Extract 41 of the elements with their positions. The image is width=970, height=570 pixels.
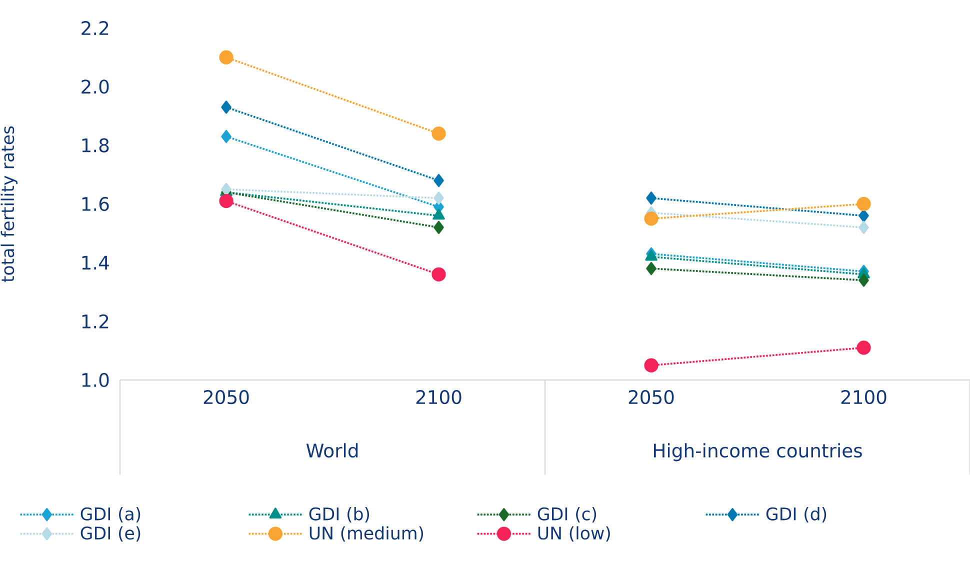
point (858, 209, 869, 222)
point (645, 250, 658, 261)
point (221, 130, 232, 144)
y-tick-label: 2.0 (82, 80, 109, 94)
point (646, 192, 656, 205)
text: High-income countries (654, 443, 862, 462)
x-tick-label: 2050 (204, 390, 249, 404)
point (858, 220, 869, 234)
point (221, 100, 232, 114)
point (434, 220, 444, 234)
point (856, 196, 871, 212)
text: World (306, 443, 358, 458)
point (432, 208, 445, 220)
point (434, 192, 444, 205)
point (644, 358, 658, 372)
y-axis-title: total fertility rates (0, 126, 18, 282)
legend-label: GDI (a) (80, 507, 140, 522)
point (646, 262, 656, 276)
point (858, 274, 869, 287)
legend-label: GDI (e) (80, 526, 140, 542)
point (434, 174, 444, 188)
point (856, 340, 871, 355)
point (219, 50, 234, 64)
legend-label: UN (medium) (310, 526, 424, 542)
legend-label: GDI (d) (766, 507, 826, 522)
y-tick-label: 1.8 (82, 138, 109, 152)
x-tick-label: 2100 (841, 390, 886, 404)
legend-label: GDI (c) (538, 507, 596, 522)
point (219, 194, 234, 208)
y-tick-label: 1.4 (82, 256, 109, 270)
point (644, 212, 658, 226)
point (432, 267, 446, 282)
y-tick-label: 2.2 (82, 21, 108, 35)
x-tick-label: 2050 (628, 390, 674, 404)
point (432, 126, 446, 141)
y-tick-label: 1.0 (82, 372, 109, 388)
y-tick-label: 1.2 (82, 314, 108, 328)
legend-label: GDI (b) (309, 507, 370, 522)
y-tick-label: 1.6 (82, 196, 109, 212)
x-tick-label: 2100 (416, 390, 462, 404)
legend-label: UN (low) (538, 526, 610, 542)
